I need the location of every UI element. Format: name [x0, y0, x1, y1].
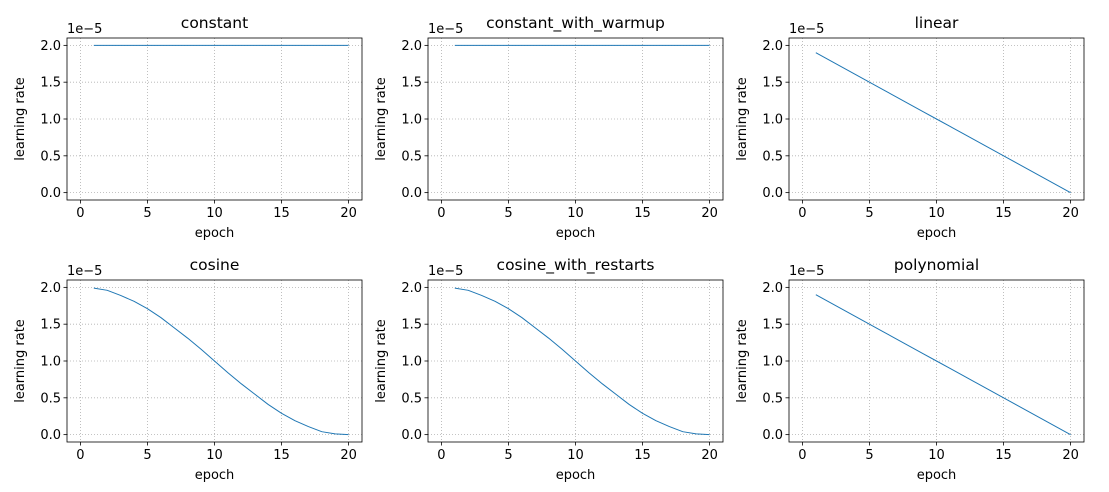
y-tick-label: 0.0 — [401, 186, 422, 201]
x-tick-label: 10 — [206, 206, 223, 221]
y-tick-label: 2.0 — [762, 39, 783, 54]
y-tick-label: 1.0 — [762, 113, 783, 128]
y-axis-label: learning rate — [13, 319, 28, 403]
x-axis-label: epoch — [917, 226, 957, 241]
series-line — [815, 294, 1071, 436]
y-tick-label: 0.0 — [401, 428, 422, 443]
y-axis-label: learning rate — [735, 319, 750, 403]
y-axis-label: learning rate — [374, 319, 389, 403]
y-tick-label: 2.0 — [40, 39, 61, 54]
x-tick-label: 5 — [143, 206, 151, 221]
x-tick-label: 5 — [865, 206, 873, 221]
y-tick-label: 0.0 — [40, 186, 61, 201]
x-tick-label: 0 — [437, 206, 445, 221]
x-axis-label: epoch — [917, 468, 957, 483]
x-tick-label: 20 — [340, 448, 357, 463]
x-tick-label: 20 — [701, 206, 718, 221]
scale-offset-label: 1e−5 — [67, 22, 102, 37]
scale-offset-label: 1e−5 — [428, 264, 463, 279]
chart-title: polynomial — [894, 256, 979, 274]
x-tick-label: 5 — [143, 448, 151, 463]
x-tick-label: 5 — [865, 448, 873, 463]
x-tick-label: 0 — [76, 448, 84, 463]
y-axis-label: learning rate — [13, 77, 28, 161]
x-tick-label: 10 — [567, 206, 584, 221]
x-tick-label: 0 — [76, 206, 84, 221]
y-tick-label: 1.0 — [40, 355, 61, 370]
y-tick-label: 2.0 — [40, 281, 61, 296]
y-tick-label: 2.0 — [762, 281, 783, 296]
y-axis-label: learning rate — [735, 77, 750, 161]
chart-title: cosine_with_restarts — [497, 256, 655, 275]
y-tick-label: 0.5 — [762, 149, 783, 164]
y-tick-label: 1.5 — [762, 318, 783, 333]
x-tick-label: 10 — [206, 448, 223, 463]
y-tick-label: 0.0 — [762, 428, 783, 443]
y-tick-label: 1.5 — [40, 318, 61, 333]
x-tick-label: 20 — [1062, 448, 1079, 463]
x-tick-label: 0 — [798, 206, 806, 221]
subplot: 0 5 10 15 20 0.0 0.5 1.0 1.5 2.0 1e−5 cosine_with_r… — [374, 256, 724, 483]
x-tick-label: 20 — [701, 448, 718, 463]
y-tick-label: 2.0 — [401, 281, 422, 296]
y-tick-label: 0.5 — [762, 391, 783, 406]
x-tick-label: 15 — [634, 206, 651, 221]
y-tick-label: 0.0 — [762, 186, 783, 201]
y-tick-label: 1.5 — [40, 76, 61, 91]
y-tick-label: 0.5 — [401, 391, 422, 406]
y-tick-label: 1.0 — [401, 355, 422, 370]
x-axis-label: epoch — [195, 468, 235, 483]
x-axis-label: epoch — [556, 468, 596, 483]
x-tick-label: 0 — [437, 448, 445, 463]
y-tick-label: 1.5 — [762, 76, 783, 91]
x-axis-label: epoch — [195, 226, 235, 241]
x-tick-label: 10 — [567, 448, 584, 463]
x-tick-label: 20 — [1062, 206, 1079, 221]
y-tick-label: 0.5 — [40, 391, 61, 406]
subplot: 0 5 10 15 20 0.0 0.5 1.0 1.5 2.0 1e−5 cosine epoch le… — [13, 256, 363, 483]
scale-offset-label: 1e−5 — [428, 22, 463, 37]
scale-offset-label: 1e−5 — [789, 264, 824, 279]
x-tick-label: 15 — [634, 448, 651, 463]
y-axis-label: learning rate — [374, 77, 389, 161]
x-tick-label: 15 — [995, 448, 1012, 463]
x-tick-label: 0 — [798, 448, 806, 463]
chart-title: constant_with_warmup — [486, 14, 665, 33]
x-axis-label: epoch — [556, 226, 596, 241]
scale-offset-label: 1e−5 — [67, 264, 102, 279]
y-tick-label: 1.5 — [401, 76, 422, 91]
y-tick-label: 1.0 — [40, 113, 61, 128]
chart-title: linear — [915, 14, 959, 32]
x-tick-label: 5 — [504, 206, 512, 221]
y-tick-label: 1.5 — [401, 318, 422, 333]
x-tick-label: 15 — [995, 206, 1012, 221]
y-tick-label: 0.5 — [401, 149, 422, 164]
x-tick-label: 15 — [273, 448, 290, 463]
chart-title: constant — [181, 14, 248, 32]
x-tick-label: 10 — [928, 448, 945, 463]
y-tick-label: 0.5 — [40, 149, 61, 164]
x-tick-label: 20 — [340, 206, 357, 221]
subplot: 0 5 10 15 20 0.0 0.5 1.0 1.5 2.0 1e−5 constant_with… — [374, 14, 724, 241]
series-line — [93, 287, 349, 436]
scale-offset-label: 1e−5 — [789, 22, 824, 37]
series-line — [815, 52, 1071, 194]
x-tick-label: 15 — [273, 206, 290, 221]
subplot: 0 5 10 15 20 0.0 0.5 1.0 1.5 2.0 1e−5 linear epoch le… — [735, 14, 1085, 241]
y-tick-label: 0.0 — [40, 428, 61, 443]
chart-title: cosine — [190, 256, 240, 274]
subplot: 0 5 10 15 20 0.0 0.5 1.0 1.5 2.0 1e−5 constant epoch… — [13, 14, 363, 241]
y-tick-label: 1.0 — [762, 355, 783, 370]
subplot: 0 5 10 15 20 0.0 0.5 1.0 1.5 2.0 1e−5 polynomial epo… — [735, 256, 1085, 483]
series-line — [454, 287, 710, 436]
y-tick-label: 1.0 — [401, 113, 422, 128]
y-tick-label: 2.0 — [401, 39, 422, 54]
x-tick-label: 10 — [928, 206, 945, 221]
x-tick-label: 5 — [504, 448, 512, 463]
